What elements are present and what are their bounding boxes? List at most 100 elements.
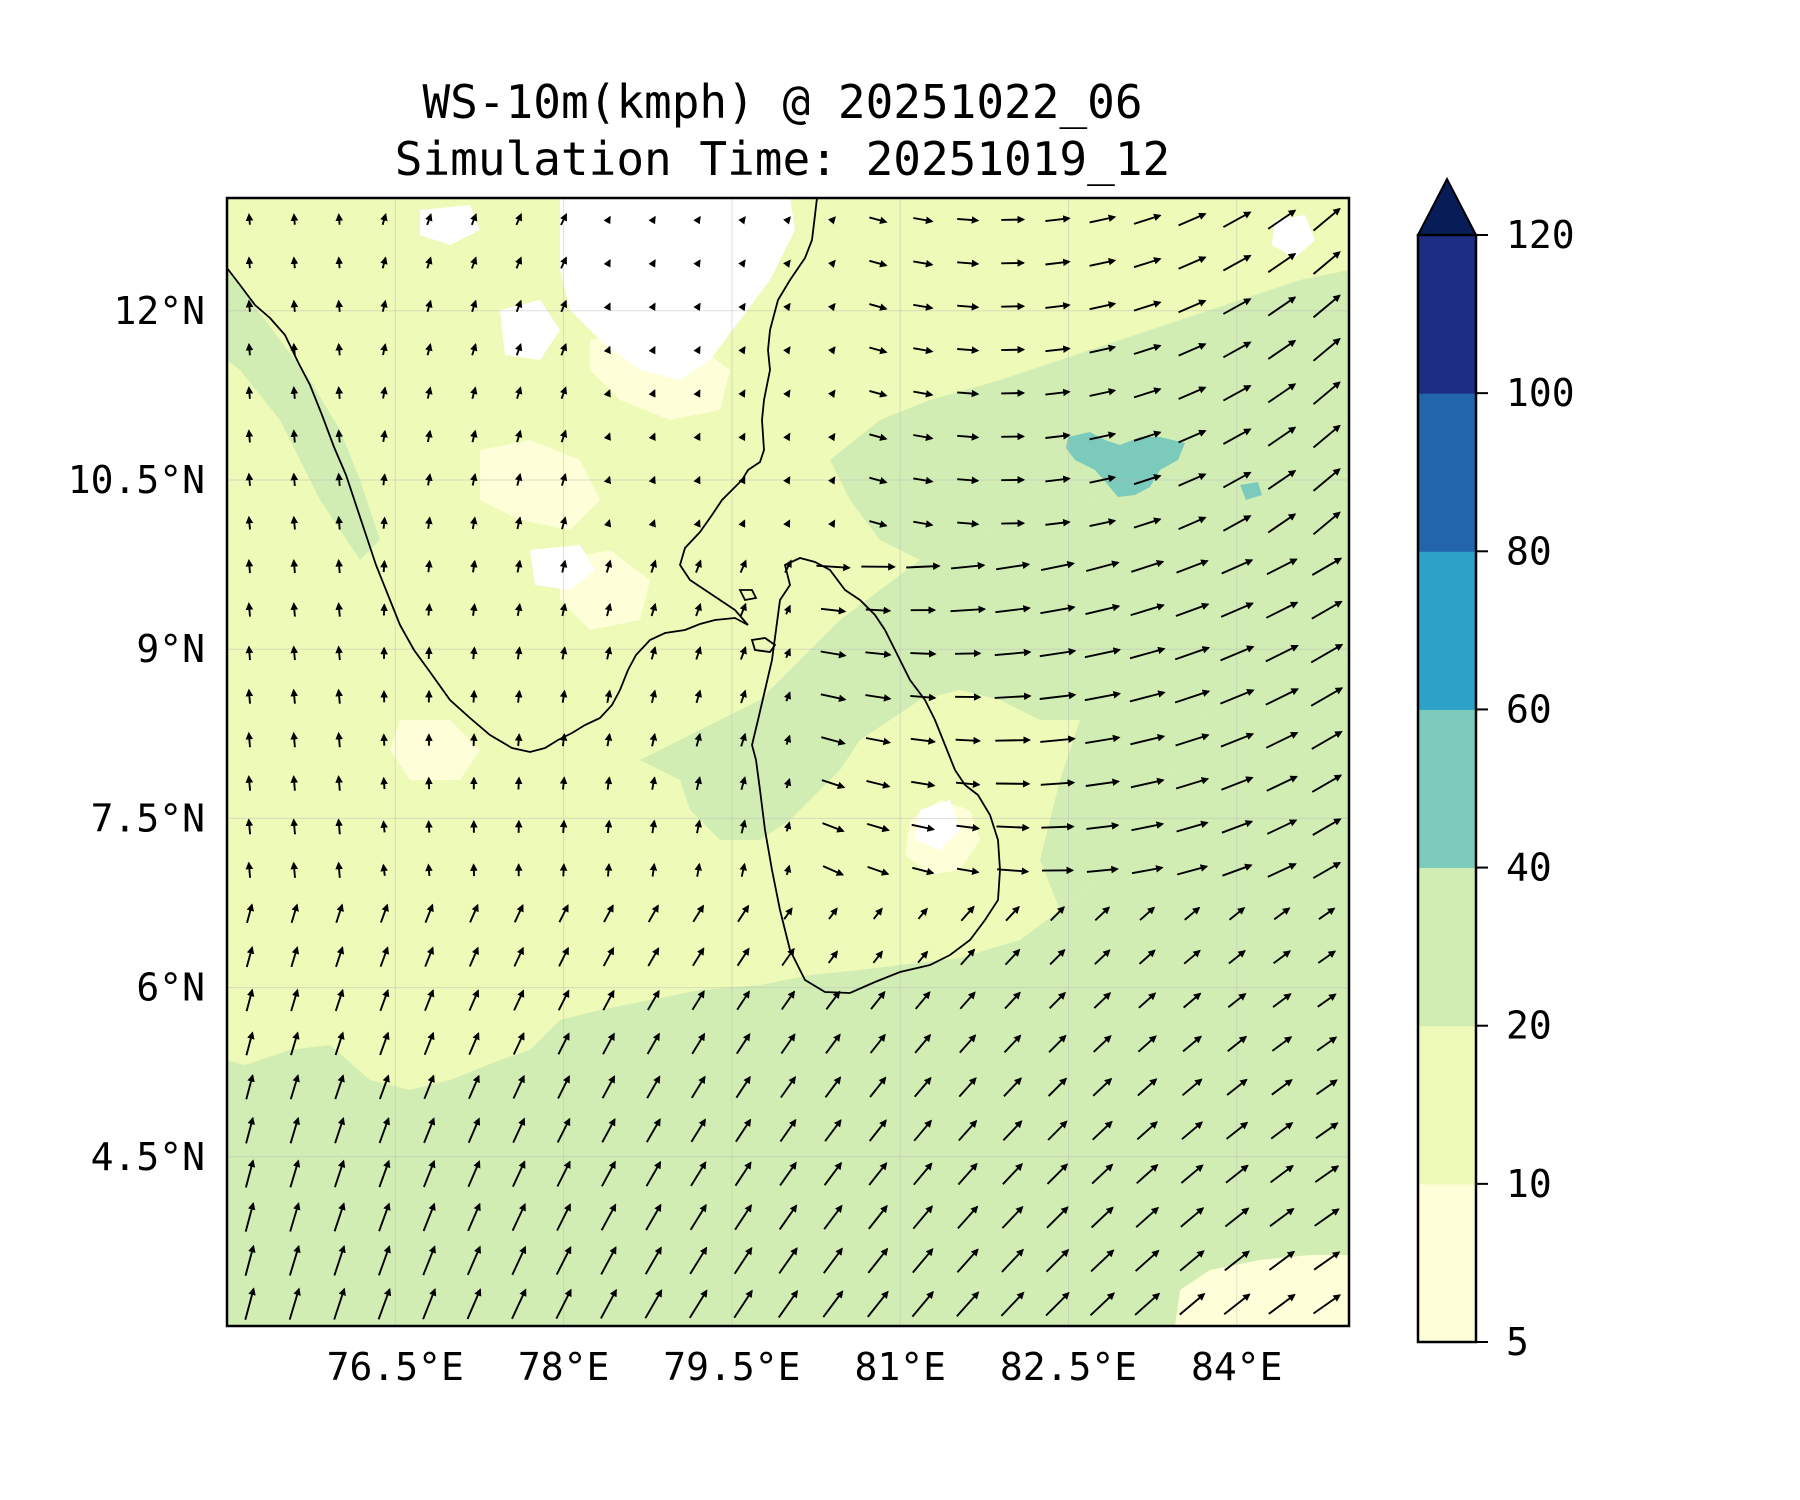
wind-arrow bbox=[1133, 517, 1162, 529]
wind-arrow bbox=[827, 950, 839, 964]
wind-arrow bbox=[333, 1159, 346, 1188]
wind-arrow bbox=[913, 476, 934, 485]
colorbar-extend-arrow bbox=[1416, 176, 1478, 236]
wind-arrow bbox=[290, 688, 299, 704]
wind-arrow bbox=[1137, 1035, 1157, 1053]
wind-arrow bbox=[602, 1032, 615, 1055]
colorbar-segment-0 bbox=[1418, 1183, 1476, 1343]
wind-arrow bbox=[783, 691, 791, 702]
wind-arrow bbox=[290, 946, 300, 968]
wind-arrow bbox=[511, 1288, 527, 1320]
x-tick-label: 79.5°E bbox=[663, 1345, 800, 1389]
wind-arrow bbox=[1136, 1163, 1159, 1185]
wind-arrow bbox=[470, 646, 478, 660]
wind-arrow bbox=[1222, 211, 1252, 228]
wind-arrow bbox=[560, 213, 568, 226]
wind-arrow bbox=[645, 1160, 662, 1187]
wind-arrow bbox=[288, 1244, 301, 1276]
wind-arrow bbox=[959, 991, 976, 1010]
wind-arrow bbox=[1182, 992, 1202, 1009]
wind-arrow bbox=[1268, 1250, 1296, 1271]
wind-arrow bbox=[514, 733, 523, 747]
wind-arrow bbox=[1130, 734, 1166, 746]
wind-arrow bbox=[1314, 1165, 1340, 1183]
wind-arrow bbox=[335, 299, 344, 312]
wind-arrow bbox=[1224, 1250, 1250, 1272]
wind-arrow bbox=[648, 259, 656, 268]
wind-arrow bbox=[1130, 777, 1165, 789]
wind-arrow bbox=[1134, 1292, 1161, 1316]
wind-arrow bbox=[379, 1074, 390, 1100]
wind-arrow bbox=[824, 1076, 842, 1098]
wind-arrow bbox=[956, 1291, 980, 1317]
map-panel: 76.5°E 78°E 79.5°E 81°E 82.5°E 84°E 12°N 10.5°… bbox=[68, 196, 1351, 1389]
wind-arrow bbox=[1175, 777, 1210, 790]
wind-arrow bbox=[290, 602, 299, 617]
wind-arrow bbox=[1222, 298, 1252, 315]
wind-arrow bbox=[601, 1160, 616, 1187]
wind-arrow bbox=[380, 386, 388, 399]
wind-arrow bbox=[694, 689, 702, 704]
wind-arrow bbox=[645, 1203, 662, 1231]
wind-arrow bbox=[1094, 949, 1111, 965]
wind-arrow bbox=[290, 775, 299, 791]
wind-arrow bbox=[868, 1119, 887, 1142]
wind-arrow bbox=[1178, 299, 1207, 314]
wind-arrow bbox=[379, 946, 389, 968]
wind-arrow bbox=[869, 520, 888, 528]
wind-arrow bbox=[869, 216, 888, 225]
wind-arrow bbox=[646, 1032, 660, 1055]
wind-arrow bbox=[1267, 383, 1297, 404]
wind-arrow bbox=[1045, 258, 1071, 267]
wind-arrow bbox=[692, 904, 705, 923]
wind-arrow bbox=[425, 299, 433, 313]
y-tick-label: 12°N bbox=[113, 289, 205, 333]
wind-arrow bbox=[780, 1033, 796, 1055]
wind-arrow bbox=[917, 907, 928, 920]
wind-arrow bbox=[694, 646, 702, 660]
wind-arrow bbox=[380, 256, 388, 269]
wind-arrow bbox=[827, 259, 836, 268]
colorbar-tick-label: 20 bbox=[1506, 1004, 1552, 1048]
wind-arrow bbox=[559, 472, 568, 486]
wind-arrow bbox=[604, 732, 613, 747]
wind-arrow bbox=[604, 862, 613, 877]
coastline-rameswaram-island bbox=[738, 589, 758, 602]
wind-arrow bbox=[1050, 906, 1065, 922]
wind-arrow bbox=[1045, 388, 1071, 397]
contour-below-5-patch-a bbox=[500, 300, 560, 360]
wind-arrow bbox=[1273, 907, 1291, 921]
wind-arrow bbox=[600, 1246, 617, 1275]
wind-arrow bbox=[1222, 428, 1252, 445]
wind-arrow bbox=[914, 1033, 932, 1054]
wind-arrow bbox=[960, 948, 976, 966]
wind-arrow bbox=[1271, 1079, 1293, 1096]
wind-arrow bbox=[470, 473, 478, 486]
wind-arrow bbox=[1181, 1078, 1203, 1097]
wind-arrow bbox=[468, 1032, 480, 1055]
wind-arrow bbox=[1268, 1293, 1296, 1315]
wind-arrow bbox=[1176, 559, 1209, 574]
wind-arrow bbox=[557, 1032, 570, 1055]
wind-arrow bbox=[691, 990, 705, 1011]
wind-arrow bbox=[1003, 1077, 1022, 1097]
wind-arrow bbox=[917, 950, 929, 964]
wind-arrow bbox=[559, 386, 568, 400]
wind-arrow bbox=[738, 302, 746, 312]
wind-arrow bbox=[783, 259, 791, 268]
wind-arrow bbox=[468, 946, 479, 967]
wind-arrow bbox=[739, 819, 747, 834]
wind-arrow bbox=[603, 475, 612, 485]
wind-arrow bbox=[1133, 474, 1162, 486]
wind-arrow bbox=[1046, 1163, 1069, 1185]
wind-arrow bbox=[1045, 518, 1071, 527]
wind-arrow bbox=[560, 342, 568, 356]
wind-arrow bbox=[868, 1204, 888, 1230]
wind-arrow bbox=[425, 863, 433, 876]
wind-arrow bbox=[738, 346, 746, 355]
wind-arrow bbox=[1267, 863, 1297, 878]
wind-arrow bbox=[1312, 861, 1342, 879]
wind-arrow bbox=[693, 519, 701, 528]
wind-arrow bbox=[913, 520, 934, 528]
